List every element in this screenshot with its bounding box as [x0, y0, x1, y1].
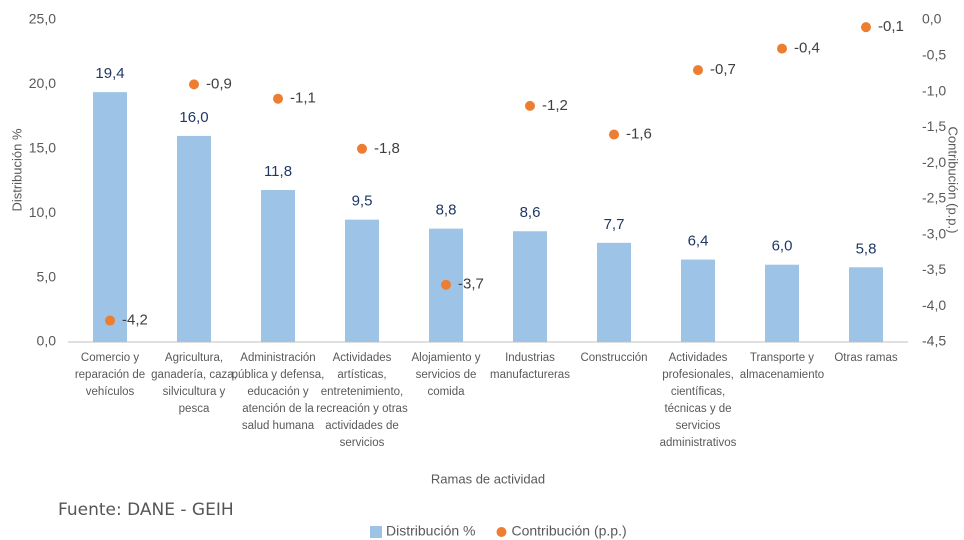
point-value-label: -4,2 — [122, 312, 148, 329]
point — [609, 129, 619, 140]
bar-value-label: 6,4 — [688, 233, 709, 250]
bar-value-label: 6,0 — [772, 238, 793, 255]
legend-label: Distribución % — [386, 523, 475, 539]
y2-tick-label: -1,5 — [922, 118, 946, 134]
bar — [849, 267, 883, 342]
bar-value-label: 9,5 — [352, 193, 373, 210]
point-value-label: -0,4 — [794, 40, 820, 57]
point-value-label: -1,1 — [290, 90, 316, 107]
x-tick-label: Alojamiento y servicios de comida — [411, 352, 481, 398]
x-tick-label: Otras ramas — [834, 352, 898, 364]
point-value-label: -3,7 — [458, 276, 484, 293]
point — [273, 93, 283, 104]
point — [777, 43, 787, 54]
point — [441, 279, 451, 290]
y-tick-label: 10,0 — [29, 204, 56, 220]
bar-value-label: 7,7 — [604, 216, 625, 233]
x-tick-label: Construcción — [580, 352, 648, 364]
x-tick-label: Administración pública y defensa, educac… — [231, 352, 325, 432]
x-tick-label: Actividades artísticas, entretenimiento,… — [316, 352, 408, 449]
bar — [93, 92, 127, 343]
point-value-label: -0,9 — [206, 75, 232, 92]
point-value-label: -1,8 — [374, 140, 400, 157]
point-value-label: -0,7 — [710, 61, 736, 78]
bar-value-label: 19,4 — [95, 65, 124, 82]
bar — [597, 242, 631, 342]
y2-tick-label: -0,5 — [922, 46, 946, 62]
bar — [345, 219, 379, 342]
y2-tick-label: -1,0 — [922, 82, 946, 98]
point — [105, 315, 115, 326]
y2-tick-label: -4,5 — [922, 333, 946, 349]
point — [189, 79, 199, 90]
legend-swatch — [496, 527, 507, 537]
point — [861, 22, 871, 33]
y-axis-title: Distribución % — [9, 128, 24, 212]
legend-swatch — [370, 526, 382, 538]
y2-tick-label: -3,0 — [922, 225, 946, 241]
legend-label: Contribución (p.p.) — [511, 523, 626, 539]
x-tick-label: Actividades profesionales, científicas, … — [659, 352, 737, 449]
y2-tick-label: -2,0 — [922, 154, 946, 170]
bar — [261, 190, 295, 342]
y-tick-label: 15,0 — [29, 140, 56, 156]
source-note: Fuente: DANE - GEIH — [58, 500, 234, 520]
point — [357, 143, 367, 154]
x-tick-label: Industrias manufactureras — [490, 352, 570, 381]
point — [525, 100, 535, 111]
point — [693, 65, 703, 76]
bar-value-label: 5,8 — [856, 240, 877, 257]
y-tick-label: 20,0 — [29, 75, 56, 91]
y-tick-label: 5,0 — [37, 268, 57, 284]
x-tick-label: Transporte y almacenamiento — [739, 352, 825, 381]
point-value-label: -1,6 — [626, 125, 652, 142]
bar-value-label: 16,0 — [179, 109, 208, 126]
y2-tick-label: -3,5 — [922, 261, 946, 277]
bar — [513, 231, 547, 342]
point-value-label: -1,2 — [542, 97, 568, 114]
bar-value-label: 8,6 — [520, 204, 541, 221]
bar — [177, 135, 211, 342]
x-axis-title: Ramas de actividad — [431, 471, 545, 486]
bar-value-label: 8,8 — [436, 202, 457, 219]
x-tick-label: Agricultura, ganadería, caza, silvicultu… — [151, 352, 237, 415]
y2-tick-label: -2,5 — [922, 190, 946, 206]
bar — [765, 264, 799, 342]
bar — [681, 259, 715, 342]
bar-value-label: 11,8 — [264, 163, 292, 180]
x-tick-label: Comercio y reparación de vehículos — [74, 352, 146, 398]
y2-axis-title: Contribución (p.p.) — [946, 127, 961, 234]
y2-tick-label: -4,0 — [922, 297, 946, 313]
y-tick-label: 25,0 — [29, 11, 56, 27]
y-tick-label: 0,0 — [37, 333, 57, 349]
point-value-label: -0,1 — [878, 18, 904, 35]
y2-tick-label: 0,0 — [922, 11, 942, 27]
